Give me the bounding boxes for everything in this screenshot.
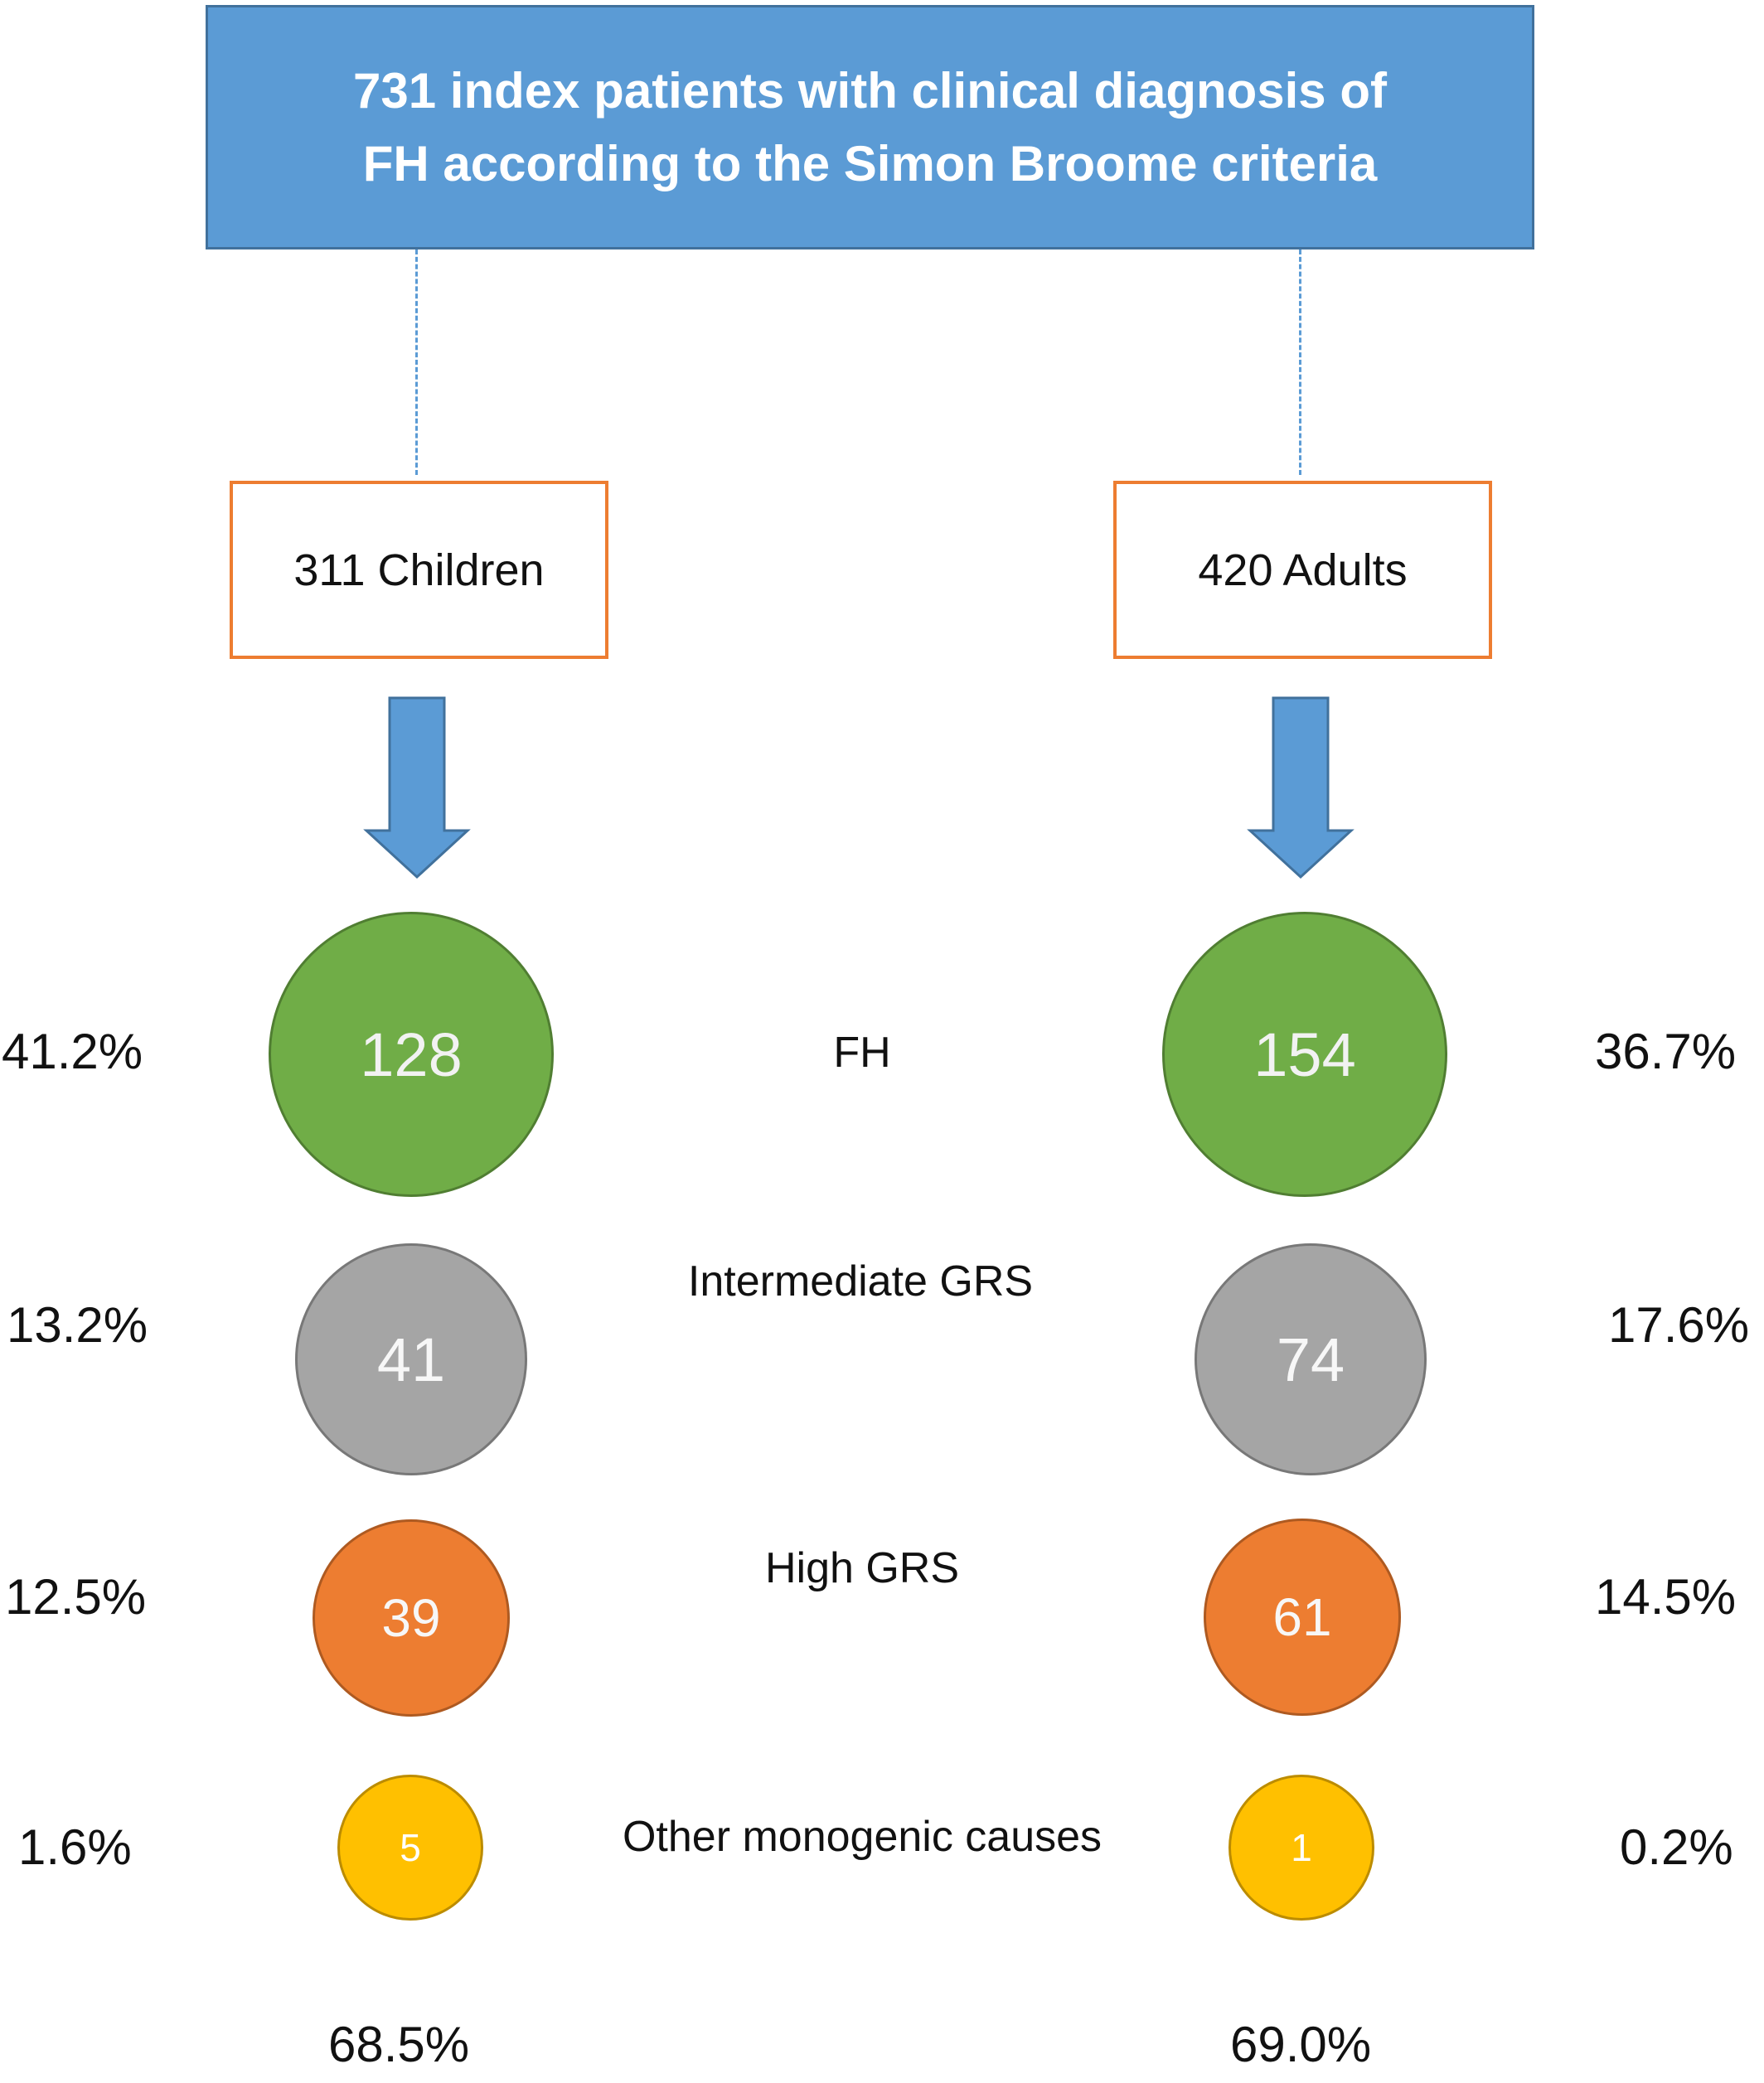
children-high-pct: 12.5% xyxy=(5,1569,147,1625)
category-intermediate-grs: Intermediate GRS xyxy=(687,1257,1034,1306)
children-other-pct: 1.6% xyxy=(18,1819,132,1875)
adults-high-count: 61 xyxy=(1272,1587,1332,1647)
adults-box: 420 Adults xyxy=(1113,481,1492,659)
connector-adults xyxy=(1299,249,1301,475)
children-intermediate-count: 41 xyxy=(376,1325,446,1394)
adults-intermediate-pct: 17.6% xyxy=(1608,1297,1750,1353)
children-intermediate-pct: 13.2% xyxy=(7,1297,148,1353)
adults-other-pct: 0.2% xyxy=(1620,1819,1733,1875)
arrow-down-adults-icon xyxy=(1247,696,1354,879)
adults-label: 420 Adults xyxy=(1198,545,1408,595)
children-box: 311 Children xyxy=(230,481,608,659)
children-other-circle: 5 xyxy=(337,1775,483,1921)
children-fh-count: 128 xyxy=(360,1020,463,1089)
category-fh: FH xyxy=(833,1029,891,1077)
header-title: 731 index patients with clinical diagnos… xyxy=(353,62,1387,191)
category-high-grs: High GRS xyxy=(764,1544,960,1592)
adults-fh-circle: 154 xyxy=(1162,912,1447,1197)
adults-intermediate-count: 74 xyxy=(1276,1325,1345,1394)
children-fh-pct: 41.2% xyxy=(2,1024,143,1079)
adults-high-pct: 14.5% xyxy=(1595,1569,1737,1625)
adults-other-circle: 1 xyxy=(1228,1775,1374,1921)
adults-other-count: 1 xyxy=(1291,1826,1312,1869)
children-fh-circle: 128 xyxy=(269,912,554,1197)
category-other-monogenic: Other monogenic causes xyxy=(622,1813,1102,1861)
arrow-down-children-icon xyxy=(363,696,471,879)
adults-total-pct: 69.0% xyxy=(1230,2017,1372,2072)
children-high-count: 39 xyxy=(381,1588,441,1648)
children-intermediate-circle: 41 xyxy=(295,1243,527,1475)
connector-children xyxy=(415,249,418,475)
children-total-pct: 68.5% xyxy=(328,2017,470,2072)
adults-fh-pct: 36.7% xyxy=(1595,1024,1737,1079)
children-high-circle: 39 xyxy=(313,1519,510,1717)
children-label: 311 Children xyxy=(293,545,545,595)
header-box: 731 index patients with clinical diagnos… xyxy=(206,5,1534,249)
adults-intermediate-circle: 74 xyxy=(1195,1243,1427,1475)
adults-fh-count: 154 xyxy=(1253,1020,1356,1089)
adults-high-circle: 61 xyxy=(1204,1519,1401,1716)
children-other-count: 5 xyxy=(400,1826,421,1869)
